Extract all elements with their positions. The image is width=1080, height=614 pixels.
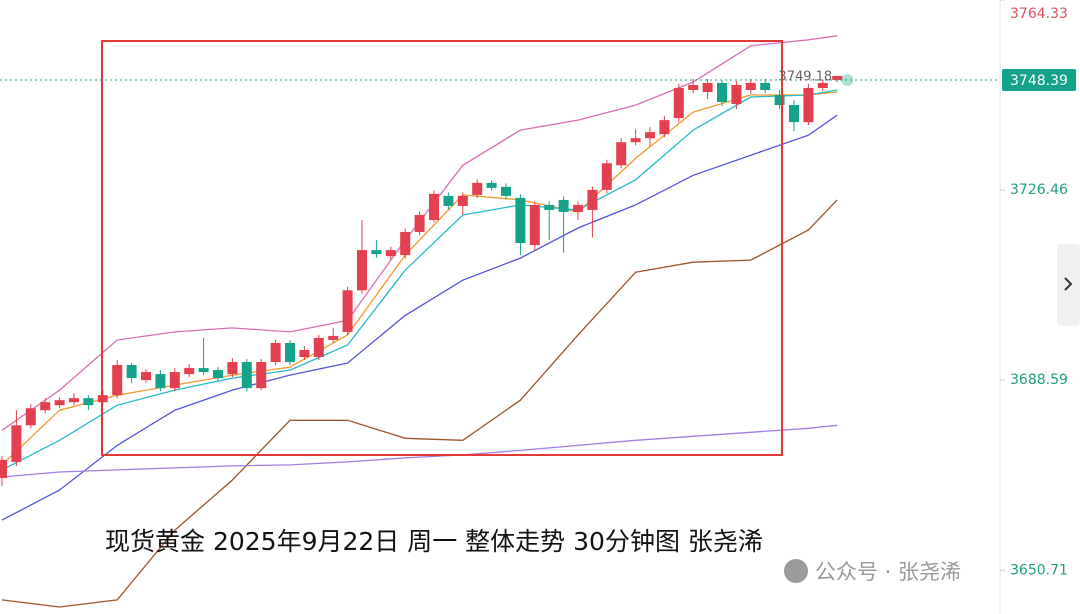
- caption: 现货黄金 2025年9月22日 周一 整体走势 30分钟图 张尧浠: [105, 527, 763, 556]
- candle-body: [126, 365, 137, 379]
- candle-body: [630, 138, 641, 143]
- candle-body: [25, 408, 36, 426]
- candle-body: [745, 82, 756, 90]
- candle-body: [256, 362, 267, 389]
- candle-body: [558, 199, 569, 212]
- candle-body: [414, 214, 425, 233]
- candle-body: [659, 120, 670, 135]
- candle-body: [112, 365, 123, 396]
- candle-body: [443, 195, 454, 206]
- candle-body: [169, 372, 180, 389]
- candle-body: [400, 232, 411, 256]
- candle-body: [313, 337, 324, 358]
- candle-body: [40, 402, 51, 411]
- candle-body: [385, 250, 396, 257]
- candle-body: [371, 250, 382, 255]
- candle-body: [601, 163, 612, 190]
- candle-body: [616, 142, 627, 166]
- candle-body: [587, 189, 598, 210]
- candle-body: [11, 425, 22, 462]
- plot-area: [0, 35, 843, 608]
- candle-body: [69, 398, 79, 403]
- candle-body: [645, 132, 655, 139]
- candle-body: [486, 182, 497, 188]
- candle-body: [357, 250, 367, 291]
- candle-body: [342, 290, 353, 332]
- candle-body: [328, 335, 339, 340]
- overlay-line: [1, 114, 838, 521]
- candle-body: [688, 84, 699, 90]
- candle-body: [54, 400, 65, 406]
- y-tick-label: 3650.71: [1010, 562, 1068, 578]
- last-price-label: 3748.39: [1010, 73, 1068, 89]
- candle-body: [832, 75, 843, 80]
- y-tick-label: 3688.59: [1010, 372, 1068, 388]
- candle-body: [155, 374, 166, 389]
- y-tick-label: 3764.33: [1010, 6, 1068, 22]
- candle-body: [141, 372, 151, 381]
- candle-body: [573, 204, 583, 212]
- candle-body: [198, 368, 209, 373]
- candle-body: [299, 349, 310, 358]
- candle-body: [227, 362, 238, 375]
- candle-body: [515, 197, 526, 244]
- candle-body: [731, 84, 742, 105]
- y-tick-label: 3726.46: [1010, 182, 1068, 198]
- scroll-button-bg[interactable]: [1057, 244, 1080, 326]
- candle-body: [501, 186, 511, 196]
- candle-body: [285, 342, 295, 363]
- watermark-text: 公众号 · 张尧浠: [815, 560, 961, 584]
- overlay-line: [1, 89, 838, 471]
- candle-body: [789, 105, 799, 123]
- candle-body: [774, 95, 785, 106]
- candle-body: [472, 182, 483, 195]
- candle-body: [213, 370, 223, 379]
- watermark-icon: [784, 559, 808, 583]
- highlight-box: [101, 40, 783, 456]
- candle-body: [817, 82, 828, 88]
- candle-body: [803, 87, 814, 123]
- last-price-tag: [1002, 69, 1076, 92]
- candle-body: [717, 82, 727, 103]
- candle-body: [529, 204, 540, 246]
- candle-body: [241, 362, 252, 389]
- candle-body: [184, 368, 195, 375]
- overlay-line: [1, 424, 838, 478]
- candle-body: [457, 195, 468, 206]
- candle-body: [270, 342, 281, 363]
- candle-body: [702, 82, 713, 93]
- scroll-arrow[interactable]: [1064, 277, 1073, 291]
- candle-body: [544, 204, 555, 210]
- candle-body: [0, 459, 7, 478]
- scroll-button[interactable]: [1057, 244, 1080, 326]
- candle-body: [429, 193, 439, 220]
- last-price-dot: [841, 74, 854, 87]
- candle-body: [760, 82, 771, 90]
- watermark: 公众号 · 张尧浠: [784, 559, 961, 584]
- overlay-line: [1, 199, 838, 608]
- candle-body: [673, 87, 684, 119]
- high-label: 3749.18: [778, 70, 832, 85]
- candle-body: [83, 398, 94, 406]
- overlay-line: [1, 91, 838, 466]
